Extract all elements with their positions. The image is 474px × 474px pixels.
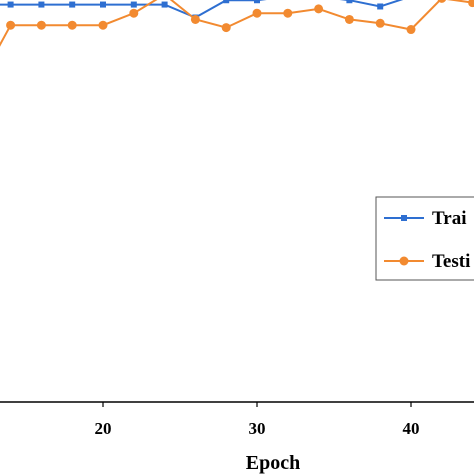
x-tick-label: 40: [403, 419, 420, 438]
legend-label: Testi: [432, 251, 470, 272]
series-line: [0, 0, 404, 19]
data-point: [130, 1, 137, 8]
data-point: [36, 20, 46, 30]
data-point: [314, 4, 324, 14]
series-line: [0, 0, 474, 47]
data-point: [468, 0, 474, 8]
x-tick-label: 20: [95, 419, 112, 438]
series-train: [0, 0, 404, 21]
x-tick-label: 30: [249, 419, 266, 438]
legend: Trai Testi: [375, 196, 474, 281]
data-point: [283, 8, 293, 18]
data-point: [67, 20, 77, 30]
data-point: [6, 20, 16, 30]
data-point: [98, 20, 108, 30]
legend-label: Trai: [432, 208, 466, 229]
data-point: [161, 1, 168, 8]
series-test: [0, 0, 474, 47]
data-point: [437, 0, 446, 3]
data-point: [375, 18, 385, 28]
data-point: [344, 14, 354, 24]
data-point: [100, 1, 106, 8]
legend-box: [375, 196, 474, 281]
legend-item: Testi: [384, 251, 470, 272]
data-point: [346, 0, 353, 4]
data-point: [377, 3, 384, 10]
legend-marker: [399, 256, 409, 266]
x-tick-labels: 20 30 40: [95, 402, 420, 438]
data-point: [406, 25, 416, 35]
data-point: [38, 1, 45, 8]
data-point: [221, 23, 231, 33]
legend-item: Trai: [384, 208, 466, 229]
x-axis-title: Epoch: [246, 452, 300, 474]
series-layer: [0, 0, 474, 47]
data-point: [254, 0, 260, 4]
legend-marker: [401, 215, 407, 221]
data-point: [223, 0, 230, 4]
data-point: [190, 14, 200, 24]
data-point: [129, 8, 139, 18]
data-point: [7, 1, 14, 8]
data-point: [252, 8, 262, 18]
data-point: [69, 1, 76, 8]
